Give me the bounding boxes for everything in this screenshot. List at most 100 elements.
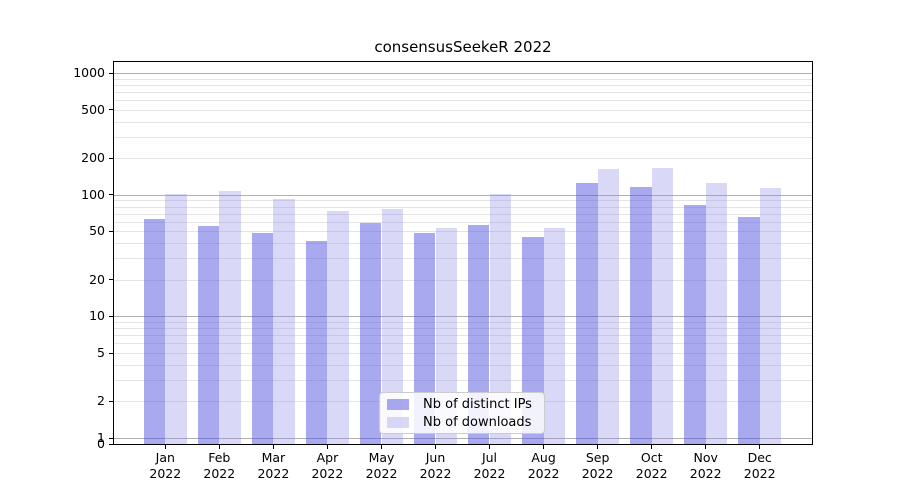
- x-tick-mark: [272, 445, 274, 449]
- major-gridline: [114, 438, 812, 439]
- x-tick-year: 2022: [635, 466, 668, 481]
- x-tick-year: 2022: [365, 466, 398, 481]
- x-tick-mark: [326, 445, 328, 449]
- minor-gridline: [114, 85, 812, 86]
- y-tick-mark: [109, 279, 114, 281]
- bar-downloads-sep: [597, 168, 620, 444]
- x-tick-month: Mar: [261, 450, 286, 465]
- major-gridline: [114, 73, 812, 75]
- x-tick-label-sep: Sep 2022: [568, 450, 628, 482]
- x-tick-mark: [435, 445, 436, 449]
- x-tick-label-nov: Nov 2022: [676, 450, 736, 482]
- bars-layer: [114, 62, 812, 444]
- bar-downloads-nov: [705, 182, 728, 444]
- minor-gridline: [114, 158, 812, 160]
- y-tick-mark: [109, 230, 114, 232]
- x-tick-label-jan: Jan 2022: [135, 450, 195, 482]
- minor-gridline: [114, 213, 812, 215]
- x-tick-year: 2022: [689, 466, 722, 481]
- legend-swatch-distinct-ips: [387, 398, 409, 410]
- bar-distinct-ips-feb: [197, 226, 220, 444]
- minor-gridline: [114, 335, 812, 337]
- x-tick-month: Apr: [316, 450, 339, 465]
- y-tick-mark: [109, 400, 114, 402]
- x-tick-label-jun: Jun 2022: [406, 450, 466, 482]
- y-tick-mark: [109, 315, 114, 317]
- x-tick-year: 2022: [311, 466, 344, 481]
- minor-gridline: [114, 78, 812, 80]
- x-tick-mark: [218, 445, 220, 449]
- minor-gridline: [114, 109, 812, 111]
- x-tick-label-mar: Mar 2022: [243, 450, 303, 482]
- y-tick-label: 100: [81, 186, 105, 202]
- bar-downloads-mar: [273, 199, 296, 444]
- minor-gridline: [114, 353, 812, 354]
- minor-gridline: [114, 279, 812, 281]
- y-tick-mark: [109, 443, 114, 445]
- x-tick-month: Oct: [640, 450, 663, 465]
- grid-layer: [114, 62, 812, 444]
- x-tick-mark: [597, 445, 599, 449]
- legend-label-downloads: Nb of downloads: [423, 414, 532, 430]
- minor-gridline: [114, 380, 812, 381]
- minor-gridline: [114, 243, 812, 245]
- major-gridline: [114, 316, 812, 318]
- bar-downloads-jul: [489, 193, 512, 444]
- y-tick-label: 1: [97, 430, 105, 445]
- x-tick-year: 2022: [419, 466, 452, 481]
- bar-downloads-jun: [435, 228, 458, 444]
- bar-distinct-ips-jan: [143, 219, 166, 444]
- x-tick-mark: [759, 445, 761, 449]
- x-tick-year: 2022: [203, 466, 236, 481]
- x-tick-year: 2022: [581, 466, 614, 481]
- minor-gridline: [114, 221, 812, 223]
- y-tick-label: 10: [89, 308, 105, 324]
- bar-downloads-apr: [327, 211, 350, 444]
- y-tick-label: 20: [89, 271, 105, 287]
- bar-downloads-dec: [759, 187, 782, 444]
- x-tick-month: May: [368, 450, 395, 465]
- chart-title: consensusSeekeR 2022: [374, 38, 552, 56]
- y-tick-label: 1000: [73, 65, 105, 81]
- bar-distinct-ips-oct: [629, 187, 652, 444]
- x-tick-year: 2022: [149, 466, 182, 481]
- x-tick-label-aug: Aug 2022: [514, 450, 574, 482]
- minor-gridline: [114, 364, 812, 366]
- x-tick-month: Jul: [481, 450, 498, 465]
- y-tick-mark: [109, 194, 114, 196]
- x-tick-mark: [164, 445, 166, 449]
- y-tick-label: 0: [97, 436, 105, 451]
- minor-gridline: [114, 121, 812, 123]
- y-tick-label: 2: [97, 393, 105, 409]
- bar-downloads-jan: [165, 193, 188, 444]
- bar-distinct-ips-mar: [251, 232, 274, 444]
- plot-area: Nb of distinct IPs Nb of downloads: [113, 61, 813, 445]
- legend-item-downloads: Nb of downloads: [387, 415, 544, 430]
- minor-gridline: [114, 206, 812, 208]
- major-gridline: [114, 194, 812, 196]
- y-tick-mark: [109, 352, 114, 354]
- bar-distinct-ips-jun: [413, 232, 436, 444]
- minor-gridline: [114, 200, 812, 202]
- bar-distinct-ips-may: [359, 222, 382, 444]
- bar-distinct-ips-jul: [467, 225, 490, 444]
- legend-item-distinct-ips: Nb of distinct IPs: [387, 397, 544, 412]
- bar-distinct-ips-apr: [305, 240, 328, 444]
- minor-gridline: [114, 322, 812, 323]
- bar-distinct-ips-sep: [575, 183, 598, 444]
- bar-downloads-aug: [543, 228, 566, 444]
- x-tick-month: Jun: [425, 450, 446, 465]
- x-tick-year: 2022: [527, 466, 560, 481]
- minor-gridline: [114, 343, 812, 345]
- x-tick-label-may: May 2022: [352, 450, 412, 482]
- minor-gridline: [114, 100, 812, 102]
- x-tick-month: Sep: [585, 450, 610, 465]
- bar-distinct-ips-dec: [737, 216, 760, 444]
- x-tick-mark: [489, 445, 490, 449]
- minor-gridline: [114, 92, 812, 93]
- minor-gridline: [114, 231, 812, 233]
- legend-swatch-downloads: [387, 416, 409, 428]
- x-tick-month: Nov: [693, 450, 718, 465]
- x-tick-label-feb: Feb 2022: [189, 450, 249, 482]
